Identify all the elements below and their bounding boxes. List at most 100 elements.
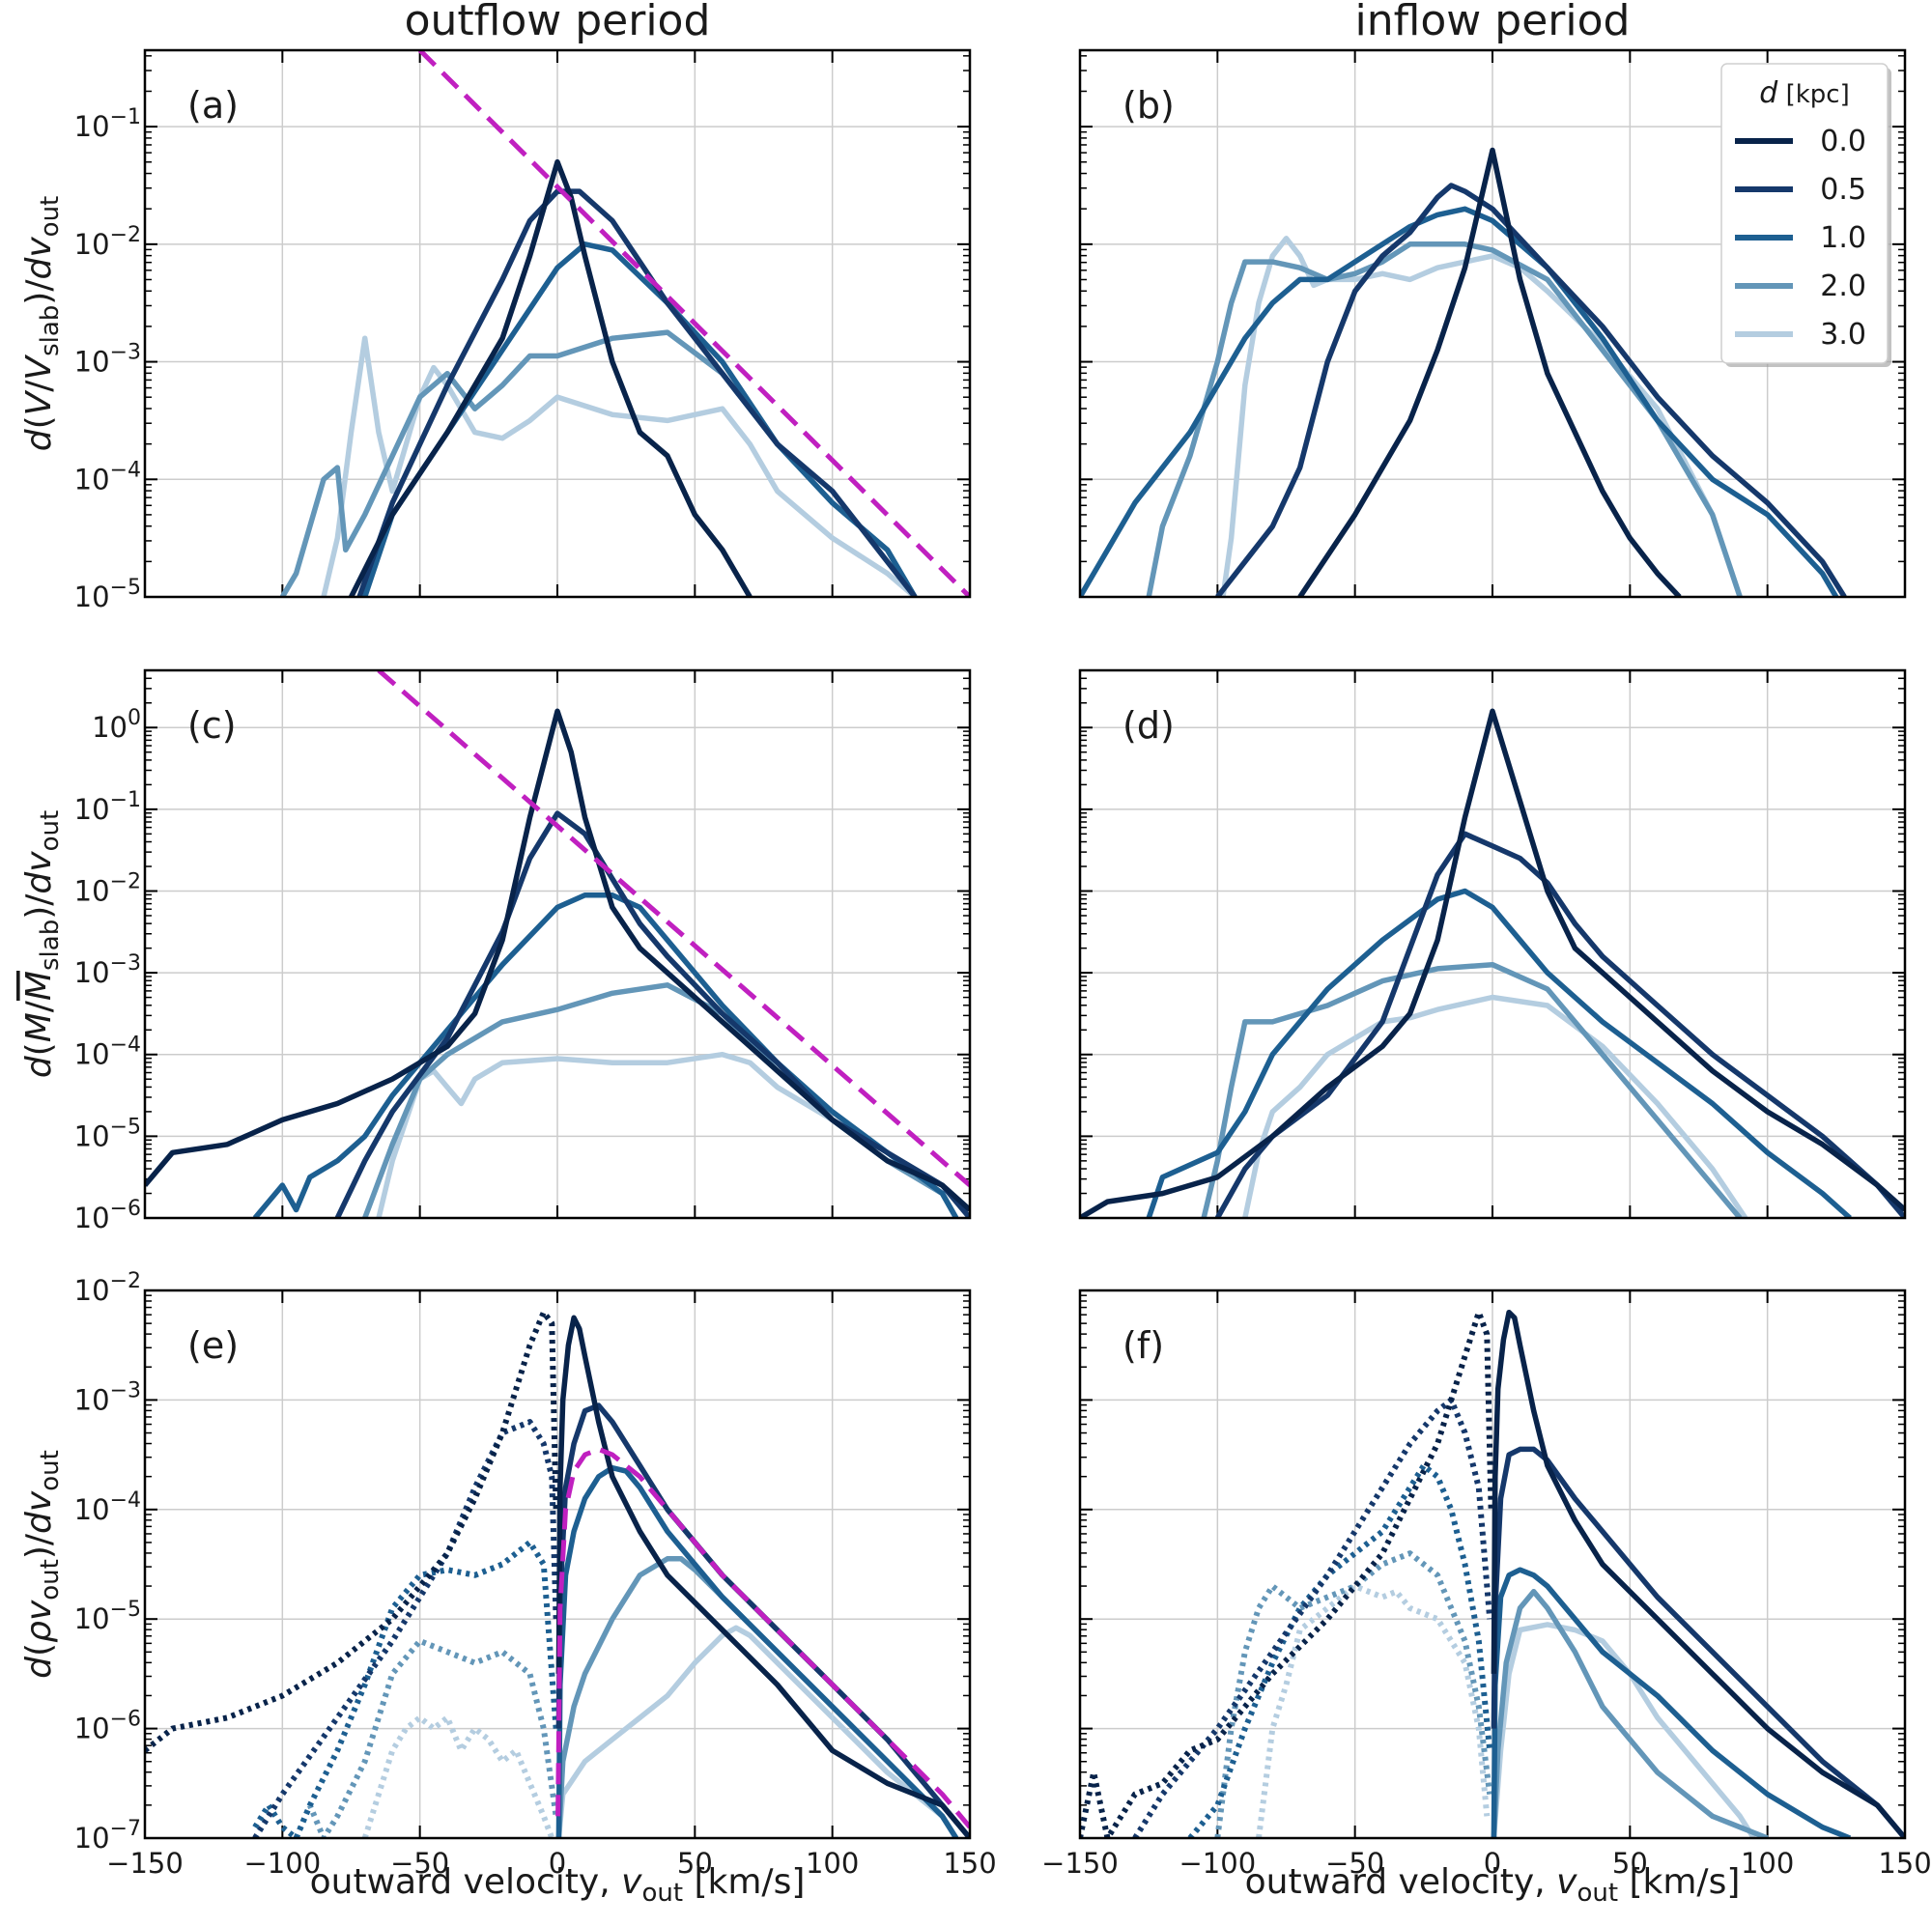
- y-axis-label: d(ρvout​)/dvout​: [19, 1450, 65, 1679]
- y-tick-label: 10−2: [74, 223, 141, 261]
- dotted-series-0.0: [1080, 1309, 1494, 1838]
- dotted-series-1.0: [252, 1539, 559, 1838]
- dotted-series-3.0: [361, 1714, 555, 1838]
- series-line-2.0: [1146, 241, 1743, 597]
- series-line-3.0: [1220, 236, 1743, 597]
- y-tick-label: 10−6: [74, 1708, 141, 1745]
- series-line-0.0: [145, 708, 970, 1212]
- fit-line: [555, 1446, 970, 1829]
- series-line-0.0: [1080, 708, 1905, 1218]
- plot-area: [1080, 147, 1847, 597]
- plot-area: [1080, 1309, 1905, 1838]
- y-tick-label: 10−3: [74, 1378, 141, 1416]
- x-tick-label: −150: [1041, 1847, 1119, 1880]
- series-line-1.0: [1491, 1567, 1852, 1838]
- axes-frame: [1078, 1289, 1907, 1840]
- series-line-1.0: [252, 892, 959, 1218]
- legend-label-0.0: 0.0: [1820, 125, 1866, 158]
- y-tick-label: 10−4: [74, 1034, 141, 1071]
- axes-frame: [143, 48, 972, 599]
- y-tick-label: 10−1: [74, 788, 141, 826]
- series-line-0.5: [1214, 831, 1905, 1218]
- series-line-2.0: [1491, 1589, 1769, 1838]
- legend: d [kpc] 0.0 0.5 1.0 2.0 3.0: [1720, 63, 1891, 367]
- series-line-0.0: [1491, 1309, 1905, 1838]
- y-axis-label: d(V/Vslab​)/dvout​: [19, 196, 65, 452]
- axes-frame: [143, 1289, 972, 1840]
- x-axis-label: outward velocity, vout [km/s]: [310, 1862, 806, 1908]
- x-tick-label: 50: [1612, 1847, 1648, 1880]
- series-line-0.5: [1215, 183, 1847, 597]
- series-line-0.0: [349, 158, 753, 597]
- legend-label-3.0: 3.0: [1820, 318, 1866, 352]
- series-line-1.0: [555, 1464, 959, 1838]
- series-line-0.5: [356, 188, 918, 597]
- panel-label: (a): [187, 84, 239, 127]
- plot-area: [145, 1309, 970, 1838]
- y-tick-label: 10−7: [74, 1817, 141, 1855]
- dotted-series-0.5: [252, 1419, 559, 1838]
- y-tick-label: 10−2: [74, 869, 141, 907]
- x-tick-label: 100: [1741, 1847, 1794, 1880]
- y-tick-label: 10−6: [74, 1197, 141, 1234]
- y-tick-label: 10−1: [74, 105, 141, 143]
- fit-line: [417, 50, 970, 597]
- y-tick-label: 10−4: [74, 1488, 141, 1526]
- axes-frame: [1078, 48, 1907, 599]
- panel-d: (d): [1078, 668, 1907, 1220]
- legend-label-1.0: 1.0: [1820, 221, 1866, 255]
- dotted-series-1.0: [1187, 1462, 1493, 1838]
- dotted-series-2.0: [1214, 1550, 1493, 1838]
- legend-label-2.0: 2.0: [1820, 269, 1866, 303]
- x-tick-label: 150: [943, 1847, 996, 1880]
- y-tick-label: 10−5: [74, 1115, 141, 1152]
- y-tick-label: 10−3: [74, 951, 141, 989]
- series-line-3.0: [1242, 994, 1748, 1218]
- series-line-1.0: [1080, 206, 1839, 597]
- axes-frame: [143, 668, 972, 1220]
- plot-area: [1080, 708, 1905, 1218]
- x-tick-label: −100: [244, 1847, 322, 1880]
- x-tick-label: −100: [1179, 1847, 1257, 1880]
- dotted-series-0.5: [1132, 1397, 1493, 1838]
- column-title: inflow period: [1355, 0, 1631, 45]
- y-tick-label: 10−5: [74, 576, 141, 613]
- fit-line: [377, 670, 970, 1187]
- legend-title: d [kpc]: [1759, 76, 1849, 110]
- series-line-0.0: [555, 1315, 970, 1838]
- series-line-2.0: [555, 1556, 959, 1838]
- axes-frame: [1078, 668, 1907, 1220]
- panel-a: (a) 10−5 10−4 10−3 10−2 10−1 outflow period: [74, 0, 972, 613]
- dotted-series-0.0: [145, 1309, 559, 1753]
- series-line-3.0: [1491, 1622, 1756, 1838]
- series-line-0.0: [1297, 147, 1682, 597]
- series-line-0.5: [1491, 1446, 1905, 1838]
- panel-f: (f) −150 −100 −50 0 50 100 150 outward velocity,…: [1041, 1289, 1932, 1908]
- y-tick-label: 10−2: [74, 1269, 141, 1307]
- x-tick-label: 50: [677, 1847, 713, 1880]
- panel-label: (c): [187, 704, 237, 747]
- panel-c: (c) 10−6 10−5 10−4 10−3 10−2 10−1 100: [74, 668, 972, 1234]
- x-tick-label: −50: [390, 1847, 449, 1880]
- plot-area: [145, 670, 970, 1218]
- series-line-3.0: [321, 335, 917, 597]
- y-tick-label: 10−4: [74, 458, 141, 496]
- series-line-0.5: [334, 810, 970, 1218]
- x-tick-label: −50: [1325, 1847, 1384, 1880]
- y-axis-label: d(M/Mslab​)/dvout​: [19, 810, 65, 1078]
- panel-label: (e): [187, 1324, 239, 1367]
- y-tick-label: 100: [92, 706, 141, 744]
- panel-label: (d): [1122, 704, 1175, 747]
- x-tick-label: 100: [806, 1847, 859, 1880]
- x-tick-label: 0: [1484, 1847, 1501, 1880]
- x-tick-label: 150: [1878, 1847, 1931, 1880]
- x-tick-label: −150: [106, 1847, 184, 1880]
- column-title: outflow period: [405, 0, 711, 45]
- plot-area: [279, 50, 970, 597]
- series-line-2.0: [1201, 961, 1743, 1218]
- series-line-3.0: [555, 1625, 959, 1838]
- y-tick-label: 10−5: [74, 1598, 141, 1635]
- panel-e: (e) 10−7 10−6 10−5 10−4 10−3 10−2 −150 −100 −50 0 5…: [74, 1269, 997, 1908]
- x-tick-label: 0: [549, 1847, 566, 1880]
